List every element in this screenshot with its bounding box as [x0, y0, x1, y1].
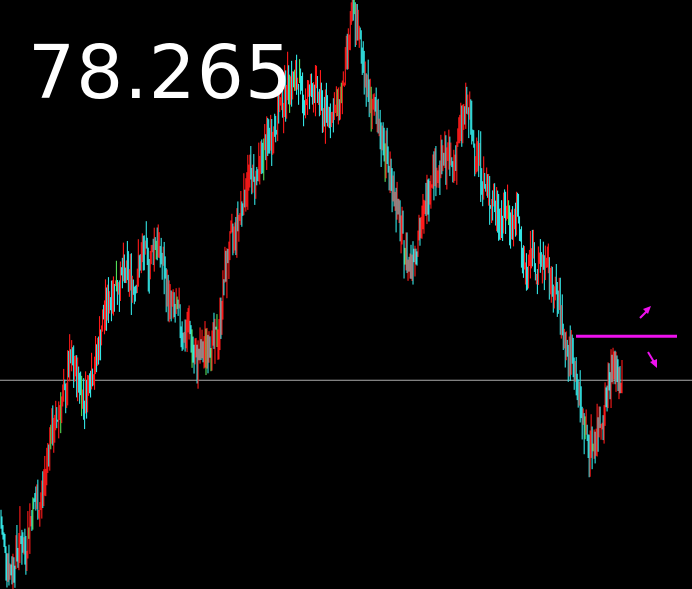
level-marker-layer	[576, 306, 677, 368]
candles-layer	[0, 0, 623, 589]
arrow-down-right-head	[650, 359, 657, 368]
arrow-up-right-head	[643, 306, 651, 314]
arrow-up-right-icon	[639, 306, 651, 319]
arrow-down-right-icon	[647, 351, 657, 368]
current-price-label: 78.265	[28, 30, 293, 116]
arrow-down-right-shaft	[647, 351, 655, 363]
